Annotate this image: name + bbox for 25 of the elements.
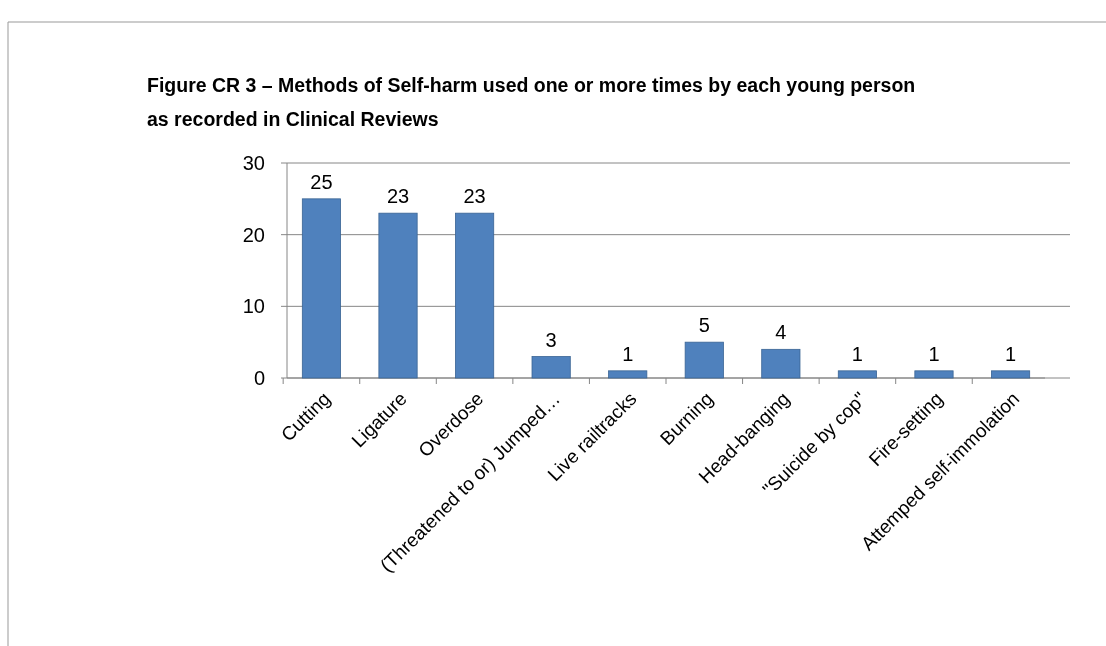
bar	[301, 198, 341, 379]
bar	[684, 341, 724, 379]
bar	[914, 370, 954, 379]
data-label: 25	[310, 170, 333, 193]
bar	[761, 348, 801, 379]
y-tick-label: 20	[242, 223, 265, 246]
data-label: 1	[622, 342, 634, 365]
y-tick-label: 10	[242, 295, 265, 318]
bar	[991, 370, 1031, 379]
y-tick-label: 0	[253, 367, 265, 389]
data-label: 1	[851, 342, 863, 365]
data-label: 5	[698, 314, 710, 337]
chart-title: Figure CR 3 – Methods of Self-harm used one or more times by each young person as recorded in Clinical Reviews	[147, 74, 916, 130]
data-label: 3	[545, 328, 557, 351]
bar	[837, 370, 877, 379]
bar	[378, 212, 418, 379]
data-label: 23	[386, 185, 410, 208]
data-label: 1	[1004, 342, 1017, 365]
bar	[608, 370, 648, 379]
data-label: 1	[928, 342, 940, 365]
y-tick-label: 30	[242, 152, 265, 174]
data-label: 4	[775, 321, 787, 344]
bar	[531, 356, 571, 379]
bar	[455, 212, 495, 379]
data-label: 23	[463, 185, 486, 208]
